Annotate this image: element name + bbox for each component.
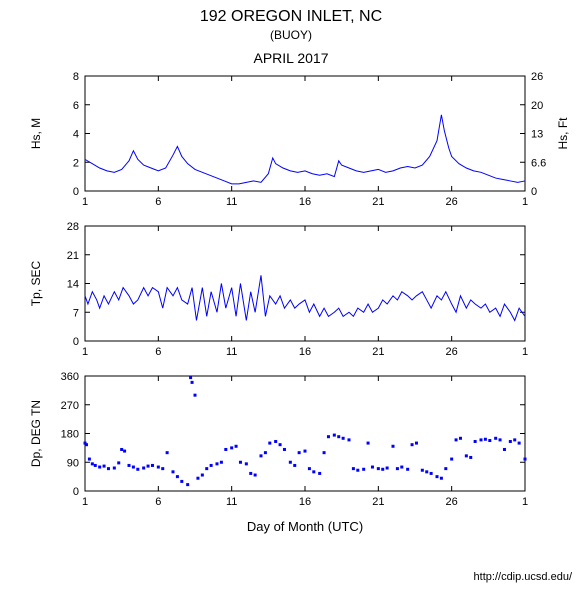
svg-text:14: 14 — [67, 279, 79, 291]
svg-text:90: 90 — [67, 457, 79, 469]
svg-text:Hs, Ft: Hs, Ft — [556, 117, 570, 150]
svg-text:2: 2 — [73, 157, 79, 169]
station-subtitle: (BUOY) — [0, 28, 582, 42]
svg-text:Dp, DEG TN: Dp, DEG TN — [29, 400, 43, 467]
svg-text:0: 0 — [73, 186, 79, 198]
chart-svg: 0246806.6132026Hs, FtHs, M16111621261071… — [0, 66, 582, 586]
svg-text:Tp, SEC: Tp, SEC — [29, 261, 43, 307]
svg-text:1: 1 — [82, 496, 88, 508]
svg-text:180: 180 — [61, 429, 79, 441]
svg-text:6: 6 — [155, 496, 161, 508]
station-title: 192 OREGON INLET, NC — [0, 8, 582, 26]
svg-text:16: 16 — [299, 346, 311, 358]
svg-text:Hs, M: Hs, M — [29, 118, 43, 149]
svg-text:28: 28 — [67, 221, 79, 233]
svg-text:6.6: 6.6 — [531, 157, 546, 169]
svg-text:360: 360 — [61, 371, 79, 383]
svg-text:6: 6 — [73, 100, 79, 112]
svg-text:4: 4 — [73, 129, 79, 141]
month-title: APRIL 2017 — [0, 50, 582, 66]
svg-text:0: 0 — [73, 486, 79, 498]
svg-text:26: 26 — [446, 196, 458, 208]
svg-text:Day of Month (UTC): Day of Month (UTC) — [247, 519, 363, 534]
svg-text:11: 11 — [226, 196, 237, 208]
footer-link[interactable]: http://cdip.ucsd.edu/ — [474, 571, 572, 583]
svg-text:6: 6 — [155, 196, 161, 208]
svg-text:16: 16 — [299, 496, 311, 508]
svg-text:13: 13 — [531, 129, 543, 141]
svg-text:7: 7 — [73, 307, 79, 319]
svg-text:1: 1 — [522, 346, 528, 358]
svg-text:21: 21 — [372, 196, 384, 208]
svg-text:6: 6 — [155, 346, 161, 358]
header: 192 OREGON INLET, NC (BUOY) APRIL 2017 — [0, 8, 582, 66]
svg-text:1: 1 — [82, 196, 88, 208]
svg-text:21: 21 — [372, 496, 384, 508]
svg-text:0: 0 — [73, 336, 79, 348]
svg-text:20: 20 — [531, 100, 543, 112]
svg-text:21: 21 — [67, 250, 79, 262]
svg-text:26: 26 — [446, 496, 458, 508]
svg-text:8: 8 — [73, 71, 79, 83]
svg-text:11: 11 — [226, 346, 237, 358]
svg-text:1: 1 — [522, 196, 528, 208]
svg-text:21: 21 — [372, 346, 384, 358]
svg-text:0: 0 — [531, 186, 537, 198]
svg-text:26: 26 — [531, 71, 543, 83]
svg-text:16: 16 — [299, 196, 311, 208]
svg-text:1: 1 — [82, 346, 88, 358]
svg-text:11: 11 — [226, 496, 237, 508]
svg-text:270: 270 — [61, 400, 79, 412]
svg-text:1: 1 — [522, 496, 528, 508]
svg-text:26: 26 — [446, 346, 458, 358]
